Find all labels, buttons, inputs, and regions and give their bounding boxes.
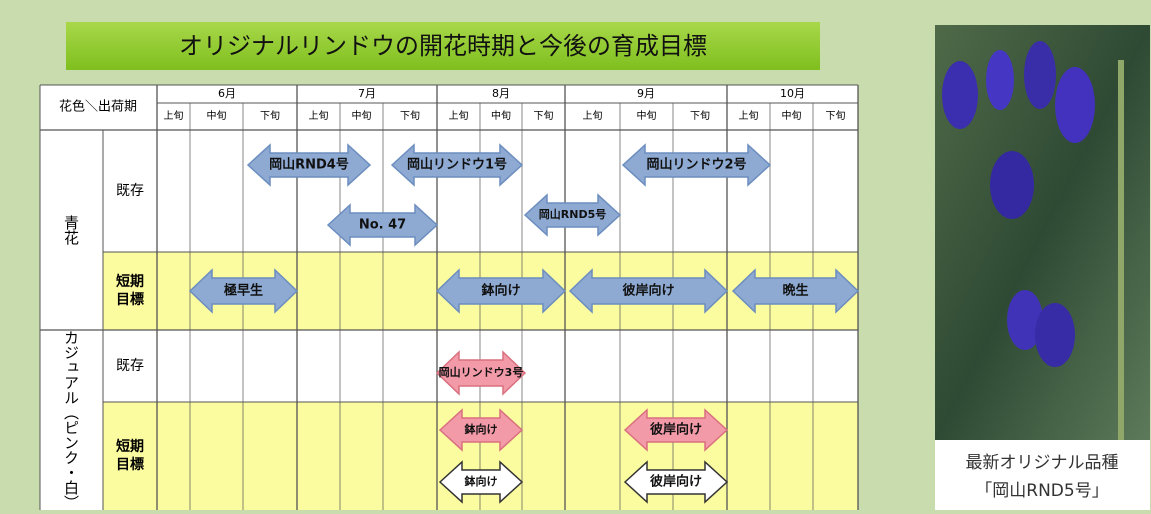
- arrow-label: 岡山RND4号: [269, 157, 349, 173]
- period-label: 中旬: [491, 109, 511, 122]
- arrow: [438, 408, 524, 452]
- period-label: 中旬: [352, 109, 372, 122]
- group-label: 青花: [62, 215, 80, 246]
- arrow-label: 鉢向け: [465, 474, 498, 488]
- period-label: 下旬: [826, 109, 846, 122]
- arrow-label: 岡山リンドウ1号: [407, 157, 507, 173]
- period-label: 上旬: [739, 109, 759, 122]
- arrow-label: 岡山RND5号: [539, 207, 606, 221]
- arrow-label: 彼岸向け: [650, 474, 702, 490]
- arrow: [438, 460, 524, 504]
- target-row: [103, 252, 157, 330]
- month-label: 10月: [780, 87, 805, 100]
- row-label: 既存: [116, 183, 144, 199]
- photo: [935, 25, 1150, 440]
- row-label: 短期目標: [116, 273, 144, 308]
- row-label: 既存: [116, 358, 144, 374]
- period-label: 上旬: [164, 109, 184, 122]
- group-label: カジュアル（ピンク・白）: [62, 330, 80, 510]
- arrow: [623, 408, 729, 452]
- caption: 「岡山RND5号」: [975, 481, 1108, 501]
- arrow-label: 岡山リンドウ2号: [646, 157, 746, 173]
- arrow: [390, 143, 524, 187]
- period-label: 上旬: [449, 109, 469, 122]
- caption-bg: [935, 440, 1150, 510]
- arrow: [623, 460, 729, 504]
- title: オリジナルリンドウの開花時期と今後の育成目標: [179, 32, 707, 60]
- period-label: 中旬: [782, 109, 802, 122]
- arrow-label: 岡山リンドウ3号: [439, 365, 524, 379]
- arrow-label: 極早生: [223, 283, 263, 299]
- arrow: [246, 143, 372, 187]
- arrow-label: 彼岸向け: [622, 283, 674, 299]
- arrow: [188, 268, 299, 314]
- arrow: [568, 268, 729, 314]
- period-label: 中旬: [637, 109, 657, 122]
- arrow: [435, 350, 527, 396]
- target-row: [103, 402, 157, 510]
- arrow-label: 晩生: [782, 283, 808, 299]
- corner-label: 花色＼出荷期: [59, 99, 137, 115]
- month-label: 8月: [492, 87, 510, 100]
- period-label: 下旬: [534, 109, 554, 122]
- arrow: [326, 203, 439, 247]
- arrow-label: No. 47: [359, 218, 406, 233]
- arrow-label: 鉢向け: [481, 283, 520, 299]
- arrow-label: 鉢向け: [465, 422, 498, 436]
- period-label: 上旬: [309, 109, 329, 122]
- period-label: 下旬: [690, 109, 710, 122]
- title-banner: [66, 22, 820, 70]
- arrow-label: 彼岸向け: [650, 422, 702, 438]
- period-label: 中旬: [207, 109, 227, 122]
- month-label: 9月: [637, 87, 655, 100]
- arrow: [523, 193, 622, 237]
- arrow: [621, 143, 772, 187]
- period-label: 下旬: [260, 109, 280, 122]
- arrow: [731, 268, 860, 314]
- caption: 最新オリジナル品種: [966, 453, 1119, 473]
- month-label: 6月: [218, 87, 236, 100]
- arrow: [435, 268, 567, 314]
- row-label: 短期目標: [116, 438, 144, 473]
- month-label: 7月: [358, 87, 376, 100]
- period-label: 上旬: [583, 109, 603, 122]
- period-label: 下旬: [400, 109, 420, 122]
